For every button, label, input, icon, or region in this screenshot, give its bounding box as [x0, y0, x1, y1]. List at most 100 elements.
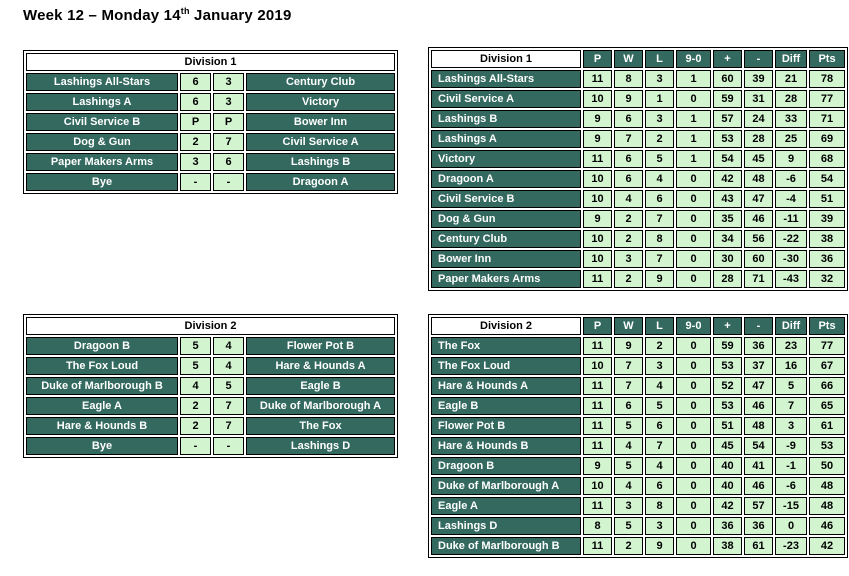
team-name-cell: Duke of Marlborough B [431, 537, 581, 555]
stat-cell-wins: 6 [614, 170, 643, 188]
away-score-cell: 4 [213, 357, 244, 375]
stat-cell-diff: 0 [775, 517, 807, 535]
fixture-row: Bye - - Lashings D [26, 437, 396, 455]
team-name-cell: Eagle A [431, 497, 581, 515]
stat-cell-diff: 9 [775, 150, 807, 168]
stat-cell-diff: 25 [775, 130, 807, 148]
column-header-whitewash-9-0: 9-0 [676, 50, 711, 68]
standings-header-row: Division 2 P W L 9-0 + - Diff Pts [431, 317, 845, 335]
stat-cell-played: 11 [583, 377, 612, 395]
stat-cell-losses: 1 [645, 90, 674, 108]
stat-cell-played: 10 [583, 357, 612, 375]
team-name-cell: Eagle B [431, 397, 581, 415]
stat-cell-diff: -30 [775, 250, 807, 268]
standings-row: The Fox Loud 10 7 3 0 53 37 16 67 [431, 357, 845, 375]
stat-cell-losses: 3 [645, 70, 674, 88]
stat-cell-whitewash-9-0: 0 [676, 250, 711, 268]
stat-cell-wins: 5 [614, 457, 643, 475]
stat-cell-points-for: 36 [713, 517, 742, 535]
stat-cell-losses: 4 [645, 170, 674, 188]
stat-cell-points-against: 46 [744, 397, 773, 415]
stat-cell-wins: 4 [614, 437, 643, 455]
away-score-cell: 3 [213, 93, 244, 111]
stat-cell-played: 10 [583, 477, 612, 495]
stat-cell-losses: 7 [645, 210, 674, 228]
stat-cell-points-against: 46 [744, 210, 773, 228]
column-header-points-for: + [713, 317, 742, 335]
stat-cell-points-for: 43 [713, 190, 742, 208]
stat-cell-whitewash-9-0: 0 [676, 270, 711, 288]
stat-cell-wins: 2 [614, 270, 643, 288]
team-name-cell: Hare & Hounds A [431, 377, 581, 395]
stat-cell-wins: 5 [614, 417, 643, 435]
fixtures-header-row: Division 2 [26, 317, 396, 335]
stat-cell-points-for: 59 [713, 90, 742, 108]
stat-cell-whitewash-9-0: 0 [676, 497, 711, 515]
stat-cell-whitewash-9-0: 1 [676, 130, 711, 148]
stat-cell-whitewash-9-0: 0 [676, 437, 711, 455]
stat-cell-pts: 48 [809, 497, 845, 515]
team-name-cell: The Fox Loud [431, 357, 581, 375]
stat-cell-pts: 66 [809, 377, 845, 395]
team-name-cell: Lashings B [431, 110, 581, 128]
stat-cell-diff: -11 [775, 210, 807, 228]
stat-cell-points-for: 54 [713, 150, 742, 168]
home-team-cell: Hare & Hounds B [26, 417, 178, 435]
standings-row: Hare & Hounds A 11 7 4 0 52 47 5 66 [431, 377, 845, 395]
stat-cell-wins: 2 [614, 210, 643, 228]
standings-row: Civil Service A 10 9 1 0 59 31 28 77 [431, 90, 845, 108]
stat-cell-wins: 3 [614, 497, 643, 515]
stat-cell-played: 11 [583, 537, 612, 555]
stat-cell-points-against: 37 [744, 357, 773, 375]
stat-cell-pts: 65 [809, 397, 845, 415]
division-2-fixtures-title: Division 2 [26, 317, 396, 335]
home-score-cell: - [180, 173, 211, 191]
stat-cell-wins: 7 [614, 357, 643, 375]
home-team-cell: Civil Service B [26, 113, 178, 131]
stat-cell-played: 11 [583, 417, 612, 435]
stat-cell-pts: 39 [809, 210, 845, 228]
standings-row: Lashings D 8 5 3 0 36 36 0 46 [431, 517, 845, 535]
stat-cell-points-against: 48 [744, 170, 773, 188]
stat-cell-wins: 4 [614, 477, 643, 495]
stat-cell-wins: 9 [614, 90, 643, 108]
team-name-cell: Dragoon A [431, 170, 581, 188]
stat-cell-played: 9 [583, 457, 612, 475]
team-name-cell: Duke of Marlborough A [431, 477, 581, 495]
fixture-row: Civil Service B P P Bower Inn [26, 113, 396, 131]
standings-row: Hare & Hounds B 11 4 7 0 45 54 -9 53 [431, 437, 845, 455]
column-header-diff: Diff [775, 50, 807, 68]
stat-cell-whitewash-9-0: 0 [676, 337, 711, 355]
fixture-row: The Fox Loud 5 4 Hare & Hounds A [26, 357, 396, 375]
home-team-cell: Eagle A [26, 397, 178, 415]
stat-cell-played: 9 [583, 110, 612, 128]
stat-cell-diff: 21 [775, 70, 807, 88]
stat-cell-points-against: 39 [744, 70, 773, 88]
fixture-row: Paper Makers Arms 3 6 Lashings B [26, 153, 396, 171]
column-header-losses: L [645, 50, 674, 68]
page-title: Week 12 – Monday 14th January 2019 [23, 6, 292, 24]
standings-row: Lashings B 9 6 3 1 57 24 33 71 [431, 110, 845, 128]
stat-cell-played: 10 [583, 90, 612, 108]
fixture-row: Duke of Marlborough B 4 5 Eagle B [26, 377, 396, 395]
stat-cell-pts: 51 [809, 190, 845, 208]
stat-cell-points-for: 57 [713, 110, 742, 128]
stat-cell-points-against: 48 [744, 417, 773, 435]
stat-cell-points-against: 47 [744, 377, 773, 395]
division-1-fixtures-table: Division 1 Lashings All-Stars 6 3 Century C… [23, 50, 399, 194]
standings-row: Victory 11 6 5 1 54 45 9 68 [431, 150, 845, 168]
away-team-cell: Century Club [246, 73, 396, 91]
stat-cell-wins: 4 [614, 190, 643, 208]
page-title-superscript: th [180, 6, 190, 16]
standings-row: Duke of Marlborough B 11 2 9 0 38 61 -23 42 [431, 537, 845, 555]
stat-cell-wins: 2 [614, 230, 643, 248]
home-score-cell: P [180, 113, 211, 131]
stat-cell-losses: 6 [645, 417, 674, 435]
stat-cell-diff: -15 [775, 497, 807, 515]
column-header-points-for: + [713, 50, 742, 68]
stat-cell-points-against: 45 [744, 150, 773, 168]
stat-cell-wins: 5 [614, 517, 643, 535]
team-name-cell: Century Club [431, 230, 581, 248]
stat-cell-played: 11 [583, 497, 612, 515]
standings-row: Dragoon A 10 6 4 0 42 48 -6 54 [431, 170, 845, 188]
